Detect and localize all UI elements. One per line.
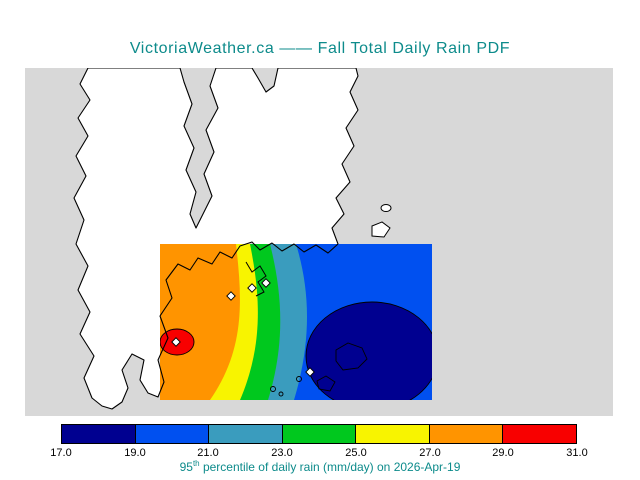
station-marker-icon	[247, 283, 257, 293]
island-outline	[278, 391, 284, 397]
colorbar-tick: 23.0	[271, 447, 293, 459]
colorbar-tick: 17.0	[50, 447, 72, 459]
contour-band-27-29	[160, 244, 240, 400]
contour-field	[160, 244, 432, 400]
colorbar-segment	[281, 425, 356, 443]
island-outline	[335, 342, 368, 371]
colorbar-tick: 31.0	[566, 447, 588, 459]
station-marker-icon	[305, 367, 315, 377]
station-marker-icon	[261, 278, 271, 288]
caption-text: percentile of daily rain (mm/day) on 202…	[199, 460, 461, 474]
caption-superscript: th	[192, 459, 200, 468]
colorbar	[61, 424, 577, 444]
island	[380, 204, 392, 212]
colorbar-tick: 21.0	[197, 447, 219, 459]
island	[371, 221, 391, 238]
colorbar-segment	[355, 425, 429, 443]
colorbar-tick: 27.0	[419, 447, 441, 459]
island-outline	[296, 376, 302, 382]
contour-core-17-19	[305, 301, 432, 400]
colorbar-tick: 25.0	[345, 447, 367, 459]
harbor-coast-detail	[245, 261, 267, 297]
colorbar-segment	[428, 425, 503, 443]
station-markers	[171, 278, 315, 377]
colorbar-segment	[62, 425, 135, 443]
colorbar-segment	[134, 425, 209, 443]
station-marker-icon	[171, 337, 181, 347]
island-outline	[270, 386, 276, 392]
station-marker-icon	[226, 291, 236, 301]
figure-caption: 95th percentile of daily rain (mm/day) o…	[0, 459, 640, 474]
island-outline	[316, 375, 336, 392]
colorbar-segment	[502, 425, 577, 443]
colorbar-tick: 29.0	[492, 447, 514, 459]
coastline-overlay	[160, 244, 339, 394]
figure-title: VictoriaWeather.ca —— Fall Total Daily R…	[129, 40, 511, 57]
caption-percentile: 95	[179, 460, 193, 474]
colorbar-segment	[208, 425, 282, 443]
colorbar-tick: 19.0	[124, 447, 146, 459]
